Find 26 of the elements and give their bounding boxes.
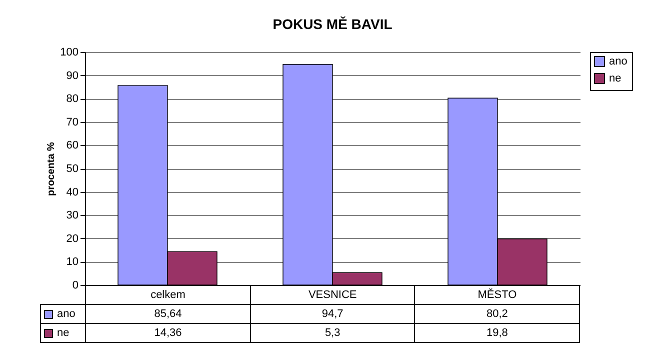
legend-label: ne	[609, 72, 622, 84]
data-label: 85,64	[86, 304, 250, 324]
y-tick-label: 50	[66, 163, 78, 175]
data-label: 19,8	[414, 324, 580, 342]
y-tick-label: 40	[66, 186, 78, 198]
y-tick-label: 60	[66, 140, 78, 152]
data-label: 94,7	[250, 304, 415, 324]
x-tick-label: celkem	[86, 286, 250, 304]
y-tick-label: 100	[60, 46, 78, 58]
text: ano	[57, 308, 76, 320]
x-tick-label: MĚSTO	[414, 286, 580, 304]
data-label: 5,3	[250, 324, 415, 342]
y-tick-label: 70	[66, 116, 78, 128]
data-label: 80,2	[414, 304, 580, 324]
y-axis-title: procenta %	[46, 142, 58, 196]
y-tick-label: 10	[66, 256, 78, 268]
x-tick-label: VESNICE	[250, 286, 415, 304]
data-label: 14,36	[86, 324, 250, 342]
text: ne	[57, 327, 70, 339]
y-tick-label: 20	[66, 232, 78, 245]
legend-label: ano	[609, 56, 628, 68]
y-tick-label: 90	[66, 70, 78, 82]
y-tick-label: 30	[66, 210, 78, 222]
y-tick-label: 0	[72, 280, 78, 292]
y-tick-label: 80	[66, 93, 78, 106]
chart-title: POKUS MĚ BAVIL	[272, 16, 393, 32]
